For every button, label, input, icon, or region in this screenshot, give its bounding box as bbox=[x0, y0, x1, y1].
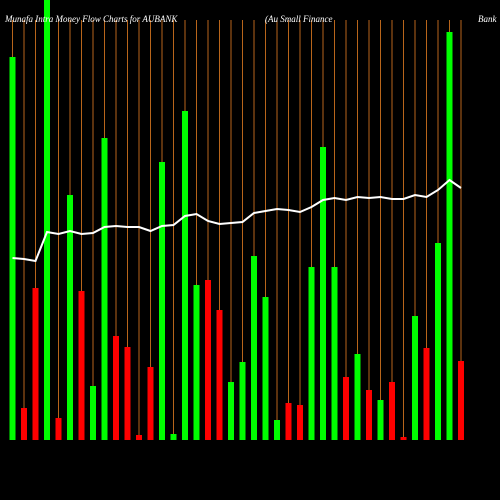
bar bbox=[216, 310, 223, 440]
bar bbox=[170, 434, 177, 440]
bar bbox=[400, 437, 407, 440]
bar bbox=[101, 138, 108, 440]
bar bbox=[354, 354, 361, 440]
bar bbox=[331, 267, 338, 440]
bar bbox=[113, 336, 119, 440]
bar bbox=[136, 435, 142, 440]
bar bbox=[67, 195, 73, 440]
bar bbox=[251, 256, 257, 440]
bar bbox=[366, 390, 372, 440]
bar bbox=[44, 0, 50, 440]
bar bbox=[435, 243, 441, 440]
bar bbox=[446, 32, 453, 440]
bar bbox=[193, 285, 200, 440]
bar bbox=[239, 362, 246, 440]
bar bbox=[285, 403, 292, 440]
chart-subtitle-end: Bank bbox=[478, 14, 497, 24]
bar bbox=[124, 347, 131, 440]
bar bbox=[182, 111, 188, 440]
bar bbox=[262, 297, 269, 440]
bar bbox=[205, 280, 211, 440]
chart-subtitle: (Au Small Finance bbox=[265, 14, 332, 24]
bar bbox=[297, 405, 303, 440]
bar bbox=[78, 291, 85, 440]
bar bbox=[9, 57, 16, 440]
bar bbox=[274, 420, 280, 440]
bar bbox=[458, 361, 464, 440]
bar bbox=[377, 400, 384, 440]
bar bbox=[389, 382, 395, 440]
bar bbox=[308, 267, 315, 440]
money-flow-line bbox=[12, 178, 462, 263]
bar bbox=[55, 418, 62, 440]
bar bbox=[343, 377, 349, 440]
bar bbox=[228, 382, 234, 440]
bar bbox=[147, 367, 154, 440]
bar bbox=[32, 288, 39, 440]
bar bbox=[320, 147, 326, 440]
bar bbox=[423, 348, 430, 440]
chart-title: Munafa Intra Money Flow Charts for AUBAN… bbox=[4, 14, 178, 24]
bar bbox=[90, 386, 96, 440]
bar bbox=[21, 408, 27, 440]
bar bbox=[159, 162, 165, 440]
bar bbox=[412, 316, 418, 440]
